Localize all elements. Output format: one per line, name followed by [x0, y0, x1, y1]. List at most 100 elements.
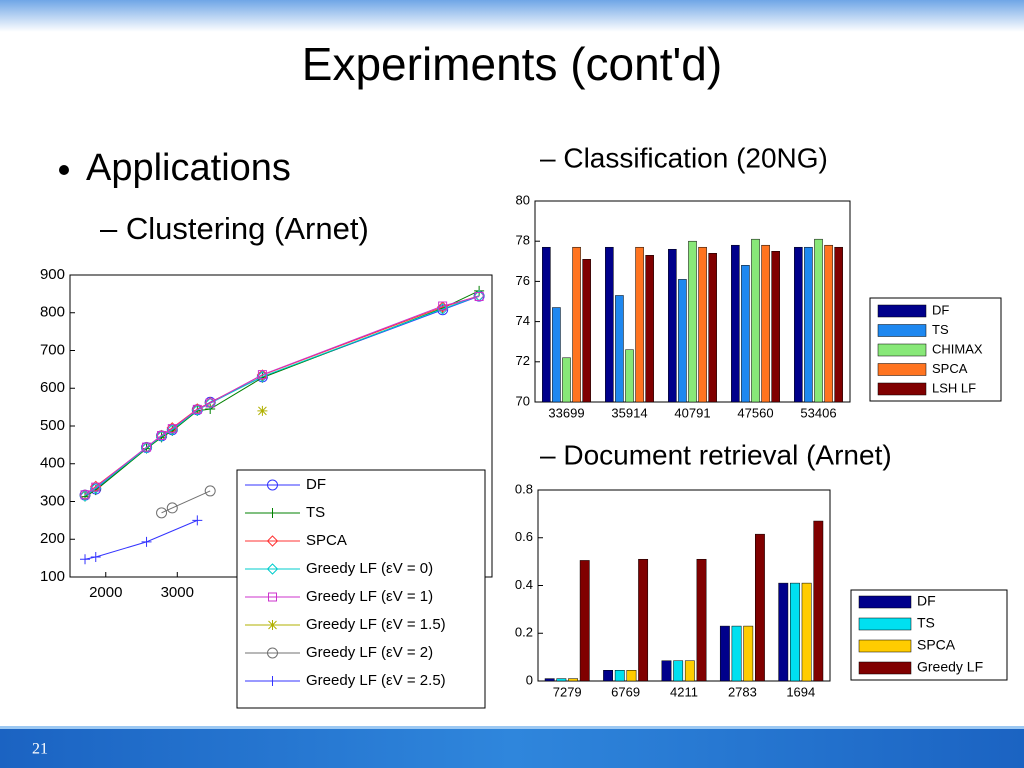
y-tick-label: 300: [40, 492, 65, 509]
point: [91, 482, 101, 492]
bar: [678, 279, 687, 403]
bar: [814, 238, 823, 403]
legend-marker: [267, 479, 278, 491]
bar: [582, 259, 591, 403]
legend-label: DF: [917, 593, 936, 609]
y-tick-label: 700: [40, 341, 65, 358]
legend-marker: [267, 676, 278, 686]
point: [167, 424, 177, 434]
bar: [771, 251, 780, 403]
y-tick-label: 100: [40, 568, 65, 585]
point: [257, 405, 268, 416]
point: [157, 430, 167, 440]
point: [166, 502, 178, 514]
bar: [794, 246, 803, 403]
bar: [661, 660, 672, 682]
point: [166, 424, 178, 436]
line: [84, 519, 198, 560]
legend-box: [236, 469, 486, 709]
point: [80, 554, 91, 565]
x-tick-label: 7279: [553, 684, 582, 699]
y-tick-label: 200: [40, 530, 65, 547]
point: [205, 398, 215, 408]
legend-label: TS: [917, 615, 935, 631]
line: [84, 295, 480, 496]
legend-swatch: [877, 324, 927, 337]
point: [474, 292, 484, 302]
y-tick-label: 0.2: [515, 625, 533, 640]
legend-swatch: [877, 363, 927, 376]
legend-label: SPCA: [306, 532, 347, 549]
legend-swatch: [858, 595, 912, 609]
sub-bullet: – Classification (20NG): [540, 142, 828, 173]
legend-marker: [267, 647, 278, 659]
legend-label: TS: [306, 504, 325, 521]
y-tick-label: 400: [40, 455, 65, 472]
legend-marker: [267, 508, 278, 518]
y-tick-label: 800: [40, 304, 65, 321]
bar: [708, 253, 717, 403]
legend-label: LSH LF: [932, 380, 976, 395]
bar: [542, 246, 551, 403]
legend-label: Greedy LF: [917, 659, 983, 675]
x-tick-label: 1694: [786, 684, 815, 699]
bar: [615, 295, 624, 403]
point: [256, 370, 269, 383]
bar: [568, 678, 578, 682]
bar: [778, 582, 789, 682]
bar: [696, 558, 707, 682]
bar: [790, 582, 800, 682]
point: [90, 551, 101, 562]
point: [142, 442, 152, 452]
y-tick-label: 500: [40, 417, 65, 434]
line: [84, 290, 480, 498]
x-tick-label: 47560: [737, 405, 773, 420]
y-tick-label: 600: [40, 379, 65, 396]
y-tick-label: 76: [516, 273, 530, 288]
y-tick-label: 0.6: [515, 529, 533, 544]
x-tick-label: 6769: [611, 684, 640, 699]
bar: [741, 265, 750, 403]
y-tick-label: 80: [516, 192, 530, 207]
bar: [605, 246, 614, 403]
point: [192, 404, 202, 414]
legend-swatch: [877, 304, 927, 318]
bar: [645, 255, 654, 403]
y-tick-label: 0: [526, 672, 533, 687]
line: [84, 295, 480, 496]
point: [155, 430, 168, 442]
legend-swatch: [877, 343, 927, 357]
bar: [572, 246, 581, 403]
point: [156, 507, 168, 519]
legend-marker: [266, 535, 279, 547]
point: [80, 490, 90, 500]
bar: [579, 560, 590, 682]
bar: [562, 357, 571, 403]
legend-marker: [268, 592, 277, 602]
bar: [824, 244, 833, 403]
legend-label: Greedy LF (εV = 2): [306, 644, 433, 661]
bar: [556, 678, 567, 682]
top-banner: [0, 0, 1024, 32]
bar: [614, 670, 625, 682]
x-tick-label: 53406: [800, 405, 836, 420]
y-tick-label: 72: [516, 353, 530, 368]
x-tick-label: 33699: [548, 405, 584, 420]
bar: [801, 582, 812, 682]
legend-label: Greedy LF (εV = 0): [306, 560, 433, 577]
bar: [625, 349, 634, 403]
bar: [813, 520, 824, 682]
sub-bullet: – Document retrieval (Arnet): [540, 439, 892, 470]
bar: [638, 558, 649, 682]
point: [140, 442, 153, 454]
bar: [688, 240, 697, 403]
bar: [668, 248, 677, 403]
bar: [751, 238, 760, 403]
legend-label: DF: [306, 476, 326, 493]
x-tick-label: 35914: [611, 405, 647, 420]
legend-label: DF: [932, 302, 949, 317]
legend-label: SPCA: [932, 361, 968, 376]
bar: [731, 244, 740, 403]
